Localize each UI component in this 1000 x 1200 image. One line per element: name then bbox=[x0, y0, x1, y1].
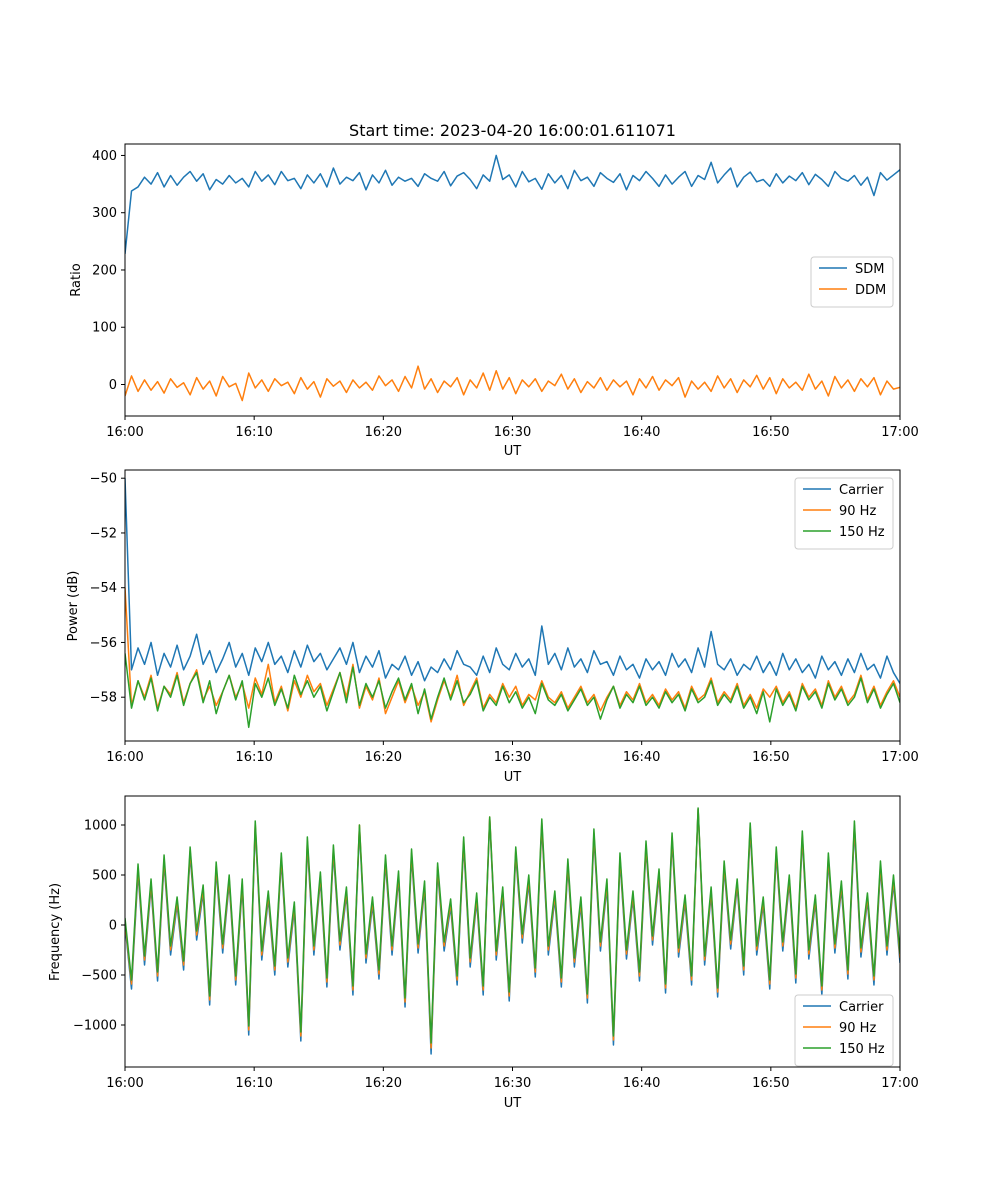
frequency-x-tick-label: 16:20 bbox=[365, 1076, 402, 1091]
ratio-y-ticks: 0 100 200 300 400 bbox=[92, 149, 125, 393]
power-x-tick-label: 16:10 bbox=[235, 750, 272, 765]
frequency-y-tick-label: 1000 bbox=[84, 819, 117, 834]
ratio-legend: SDM DDM bbox=[810, 256, 894, 308]
power-legend: Carrier 90 Hz 150 Hz bbox=[794, 477, 894, 550]
power-x-tick-label: 16:30 bbox=[494, 750, 531, 765]
ratio-y-tick-label: 0 bbox=[109, 378, 117, 393]
ratio-series-line-ddm bbox=[125, 365, 900, 402]
frequency-legend-label: 150 Hz bbox=[839, 1042, 885, 1057]
ratio-x-tick-label: 16:00 bbox=[106, 425, 143, 440]
power-legend-label: 90 Hz bbox=[839, 504, 876, 519]
ratio-x-axis-label: UT bbox=[504, 444, 522, 459]
frequency-x-tick-label: 16:50 bbox=[752, 1076, 789, 1091]
power-x-tick-label: 16:20 bbox=[365, 750, 402, 765]
frequency-x-tick-label: 16:30 bbox=[494, 1076, 531, 1091]
power-series-line-carrier bbox=[125, 478, 900, 684]
power-x-tick-label: 16:50 bbox=[752, 750, 789, 765]
ratio-legend-label: SDM bbox=[855, 262, 884, 277]
frequency-y-tick-label: 500 bbox=[92, 869, 117, 884]
ratio-y-tick-label: 200 bbox=[92, 263, 117, 278]
power-x-tick-label: 16:00 bbox=[106, 750, 143, 765]
ratio-y-tick-label: 300 bbox=[92, 206, 117, 221]
power-y-tick-label: −52 bbox=[90, 526, 117, 541]
ratio-x-tick-label: 16:40 bbox=[623, 425, 660, 440]
power-x-axis-label: UT bbox=[504, 770, 522, 785]
ratio-legend-label: DDM bbox=[855, 283, 886, 298]
power-y-axis-label: Power (dB) bbox=[66, 571, 81, 642]
power-y-tick-label: −54 bbox=[90, 581, 117, 596]
frequency-x-tick-label: 16:10 bbox=[235, 1076, 272, 1091]
ratio-x-tick-label: 16:50 bbox=[752, 425, 789, 440]
frequency-series-line-150-hz bbox=[125, 807, 900, 1044]
frequency-y-tick-label: −1000 bbox=[73, 1019, 117, 1034]
chart-frequency: 16:00 16:10 16:20 16:30 16:40 16:50 17:00 −100… bbox=[48, 795, 919, 1111]
frequency-y-ticks: −1000 −500 0 500 1000 bbox=[73, 819, 125, 1034]
ratio-series-layer bbox=[125, 154, 900, 402]
frequency-series-layer bbox=[125, 807, 900, 1055]
frequency-x-tick-label: 17:00 bbox=[881, 1076, 918, 1091]
ratio-x-tick-label: 16:30 bbox=[494, 425, 531, 440]
ratio-x-ticks: 16:00 16:10 16:20 16:30 16:40 16:50 17:00 bbox=[106, 416, 919, 440]
power-y-tick-label: −56 bbox=[90, 636, 117, 651]
power-y-tick-label: −50 bbox=[90, 472, 117, 487]
ratio-series-line-sdm bbox=[125, 154, 900, 255]
power-x-tick-label: 17:00 bbox=[881, 750, 918, 765]
power-series-line-150-hz bbox=[125, 653, 900, 729]
chart-ratio: 16:00 16:10 16:20 16:30 16:40 16:50 17:00 0 100… bbox=[69, 143, 919, 459]
chart-power: 16:00 16:10 16:20 16:30 16:40 16:50 17:00 −58−… bbox=[66, 469, 919, 785]
frequency-x-ticks: 16:00 16:10 16:20 16:30 16:40 16:50 17:00 bbox=[106, 1067, 919, 1091]
power-y-ticks: −58 −56 −54 −52 −50 bbox=[90, 472, 125, 706]
frequency-y-tick-label: 0 bbox=[109, 919, 117, 934]
ratio-x-tick-label: 16:10 bbox=[235, 425, 272, 440]
ratio-x-tick-label: 16:20 bbox=[365, 425, 402, 440]
frequency-y-tick-label: −500 bbox=[81, 969, 117, 984]
power-x-ticks: 16:00 16:10 16:20 16:30 16:40 16:50 17:00 bbox=[106, 741, 919, 765]
frequency-x-tick-label: 16:00 bbox=[106, 1076, 143, 1091]
power-series-layer bbox=[125, 478, 900, 729]
frequency-legend: Carrier 90 Hz 150 Hz bbox=[794, 994, 894, 1067]
power-legend-label: Carrier bbox=[839, 483, 884, 498]
power-legend-label: 150 Hz bbox=[839, 525, 885, 540]
frequency-legend-label: 90 Hz bbox=[839, 1021, 876, 1036]
frequency-y-axis-label: Frequency (Hz) bbox=[48, 883, 63, 981]
ratio-x-tick-label: 17:00 bbox=[881, 425, 918, 440]
ratio-y-tick-label: 400 bbox=[92, 149, 117, 164]
frequency-x-tick-label: 16:40 bbox=[623, 1076, 660, 1091]
frequency-x-axis-label: UT bbox=[504, 1096, 522, 1111]
ratio-y-axis-label: Ratio bbox=[69, 263, 84, 296]
figure-title: Start time: 2023-04-20 16:00:01.611071 bbox=[349, 121, 676, 140]
frequency-legend-label: Carrier bbox=[839, 1000, 884, 1015]
ratio-legend-box bbox=[810, 256, 894, 308]
power-y-tick-label: −58 bbox=[90, 691, 117, 706]
power-series-line-90-hz bbox=[125, 587, 900, 723]
power-x-tick-label: 16:40 bbox=[623, 750, 660, 765]
ratio-y-tick-label: 100 bbox=[92, 321, 117, 336]
